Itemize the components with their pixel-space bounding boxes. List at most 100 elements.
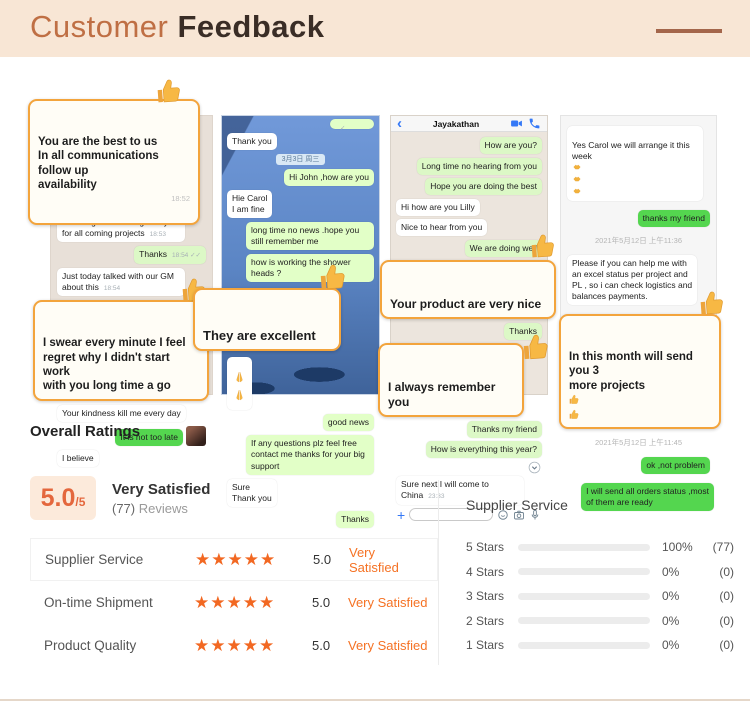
bar-label: 3 Stars — [466, 589, 505, 604]
chat-bubble: ✓ — [330, 119, 374, 132]
chat-bubble: Sure Thank you — [227, 478, 277, 507]
chat-bubble: Sure next I will come to China 23:33 — [396, 476, 524, 505]
praying-hands-icon — [232, 371, 247, 386]
score-badge: 5.0 /5 — [30, 476, 96, 520]
callout-text: I swear every minute I feel regret why I… — [43, 337, 186, 393]
chat-bubble: Thanks — [504, 322, 542, 340]
score-scale: /5 — [75, 494, 86, 509]
bubble-text: I will send all orders status ,most of t… — [586, 485, 709, 507]
plus-icon: + — [397, 506, 406, 523]
chat-bubble: Thanks 18:54 ✓✓ — [134, 246, 206, 264]
bubble-text: Thanks — [509, 325, 537, 336]
chat-bubble: Hi how are you Lilly — [396, 198, 480, 216]
bubble-text: I believe — [62, 452, 94, 463]
row-verdict: Very Satisfied — [348, 638, 428, 653]
back-chevron-icon: ‹ — [397, 115, 402, 132]
chat-bubble: Thanks — [336, 510, 374, 528]
chat-header: ‹ Jayakathan — [391, 116, 547, 132]
row-label: On-time Shipment — [44, 595, 153, 610]
bar-track — [518, 641, 650, 649]
row-score: 5.0 — [312, 638, 331, 653]
callout-bubble: I swear every minute I feel regret why I… — [33, 300, 209, 401]
date-divider: 3月3日 周三 — [275, 154, 326, 166]
avatar — [186, 425, 206, 446]
chat-bubble: How is everything this year? — [425, 441, 542, 459]
bubble-text: thanks my friend — [642, 213, 705, 224]
bubble-text: Yes Carol we will arrange it this week — [572, 140, 690, 162]
row-label: Product Quality — [44, 638, 137, 653]
chat-bubble: I will send all orders status ,most of t… — [581, 482, 714, 511]
star-rating-icons: ★★★★★ — [194, 592, 276, 612]
chat-bubble: How are you? — [479, 137, 542, 155]
chat-bubble: Yes Carol we will arrange it this week — [567, 126, 703, 202]
bar-percent: 0% — [662, 564, 680, 579]
bubble-text: Sure next I will come to China — [401, 479, 489, 501]
bubble-text: Sure Thank you — [232, 481, 272, 503]
overall-ratings-heading: Overall Ratings — [30, 423, 141, 440]
chat-bubble: Hope you are doing the best — [425, 178, 542, 196]
timestamp: 18:54 — [103, 284, 121, 292]
summary-text: Very Satisfied (77) Reviews — [112, 481, 210, 516]
chat-bubble: Thanks my friend — [466, 420, 542, 438]
title-light: Customer — [30, 9, 169, 44]
bar-track — [518, 543, 650, 551]
bubble-text: Thanks — [341, 513, 369, 524]
bubble-text: Thanks my friend — [471, 423, 537, 434]
thumbs-up-icon — [529, 231, 559, 261]
bubble-text: Please if you can help me with an excel … — [572, 258, 693, 302]
chat-screenshot-4: Yes Carol we will arrange it this week t… — [559, 115, 717, 511]
bar-percent: 0% — [662, 613, 680, 628]
bar-count: (0) — [719, 638, 734, 653]
summary-label: Very Satisfied — [112, 480, 211, 498]
callout-text: You are the best to us In all communicat… — [38, 135, 159, 191]
bar-track — [518, 592, 650, 600]
timestamp: 18:54 ✓✓ — [172, 252, 201, 260]
chart-row: 3 Stars 0% (0) — [466, 584, 734, 609]
chat-bubble: Thank you — [227, 133, 277, 151]
chat-bubble: how is working the shower heads ? — [246, 254, 374, 283]
timestamp: 18:53 — [149, 231, 166, 239]
thumbs-up-icon — [521, 331, 553, 363]
timestamp: 18:52 — [171, 194, 190, 204]
section-header: Customer Feedback — [0, 0, 750, 57]
callout-bubble: You are the best to us In all communicat… — [28, 99, 200, 225]
star-distribution-chart: Supplier Service 5 Stars 100% (77) 4 Sta… — [466, 497, 734, 658]
chart-title: Supplier Service — [466, 497, 568, 513]
thumbs-up-icon — [698, 288, 728, 318]
chat-row: It is not too late — [115, 425, 206, 446]
bar-count: (0) — [719, 613, 734, 628]
bubble-text: Hope you are doing the best — [430, 181, 537, 192]
bubble-text: We are doing well — [469, 242, 537, 253]
date-divider: 2021年5月12日 上午11:45 — [595, 437, 682, 447]
score-value: 5.0 — [40, 483, 76, 512]
bubble-text: how is working the shower heads ? — [251, 257, 351, 279]
accent-line — [656, 29, 722, 33]
bar-percent: 0% — [662, 638, 680, 653]
bubble-text: ok ,not problem — [646, 459, 705, 470]
chat-bubble — [227, 357, 252, 411]
title-bold: Feedback — [177, 9, 325, 44]
message-input — [409, 508, 493, 522]
handshake-icon — [572, 186, 582, 196]
chat-bubble: Long time no hearing from you — [416, 157, 542, 175]
bar-percent: 100% — [662, 540, 693, 555]
video-camera-icon — [510, 117, 523, 130]
table-row: On-time Shipment ★★★★★ 5.0 Very Satisfie… — [30, 581, 438, 624]
thumbs-up-icon — [155, 76, 185, 106]
chat-screenshot-3: ‹ Jayakathan How are you? Long time no h… — [378, 115, 556, 522]
bar-track — [518, 568, 650, 576]
chat-screenshot-2: ✓ Thank you 3月3日 周三 Hi John ,how are you… — [193, 115, 380, 528]
table-row: Supplier Service ★★★★★ 5.0 Very Satisfie… — [30, 538, 438, 581]
rating-table: Supplier Service ★★★★★ 5.0 Very Satisfie… — [30, 538, 438, 667]
chat-bubble: I believe — [57, 449, 99, 467]
reviews-number: (77) — [112, 500, 136, 516]
bubble-text: If any questions plz feel free contact m… — [251, 438, 365, 471]
row-score: 5.0 — [312, 595, 331, 610]
bubble-text: Hi John ,how are you — [289, 172, 369, 183]
reviews-word: Reviews — [138, 500, 188, 516]
callout-text: In this month will send you 3 more proje… — [569, 351, 693, 392]
bubble-text: Your kindness kill me every day — [62, 407, 181, 418]
bubble-text: It is not too late — [120, 431, 178, 442]
bubble-text: Hi how are you Lilly — [401, 201, 475, 212]
